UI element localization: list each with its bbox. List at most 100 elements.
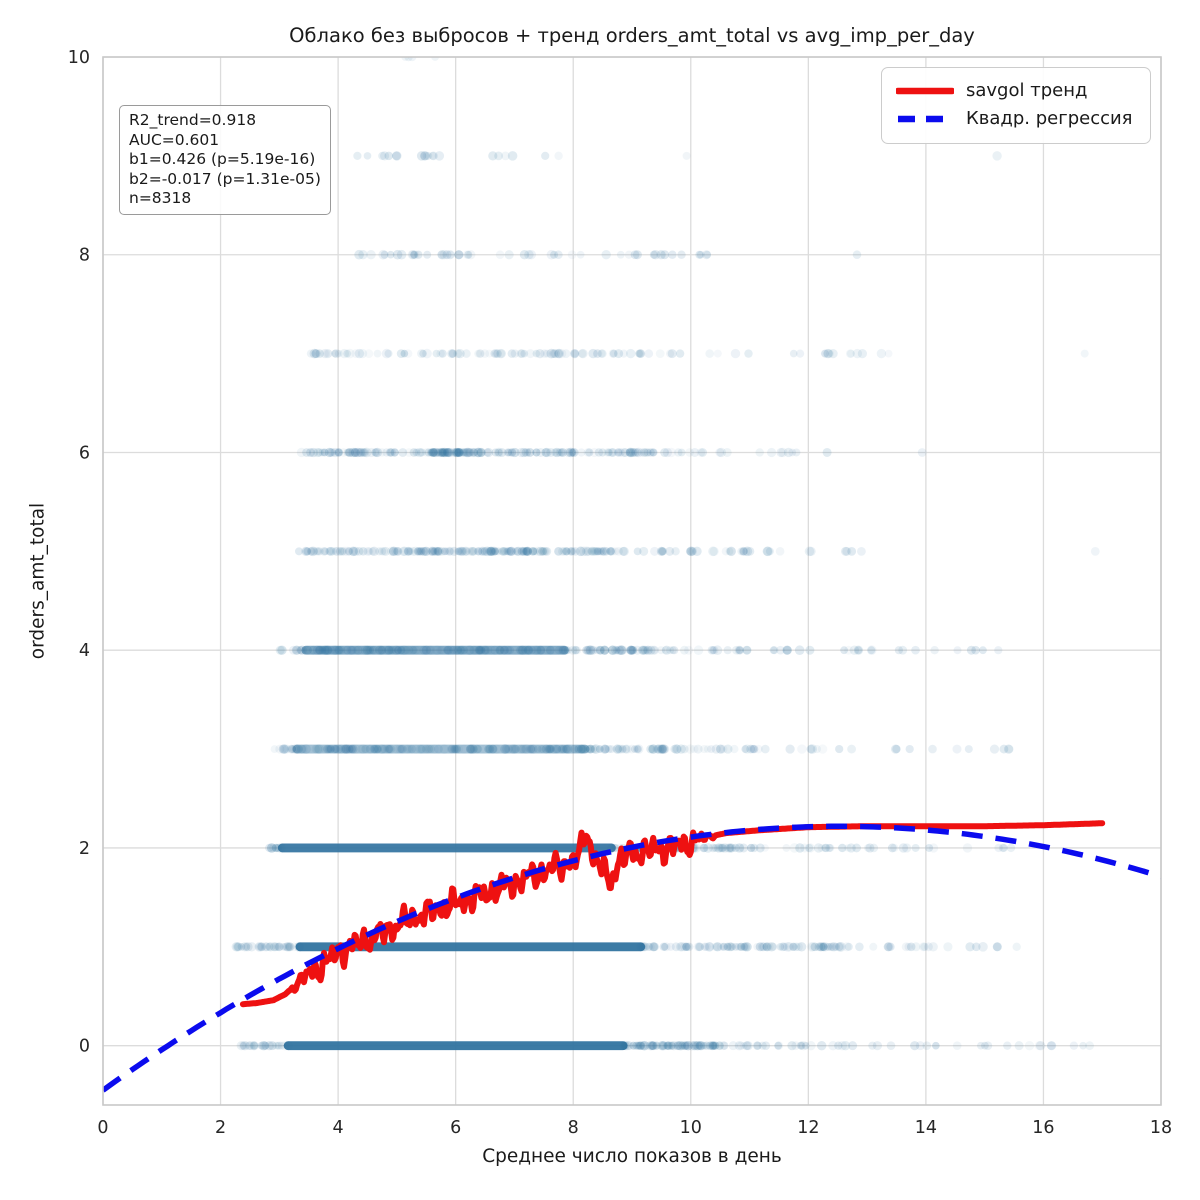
scatter-point	[585, 448, 594, 457]
scatter-point	[715, 1041, 724, 1051]
scatter-point	[404, 57, 413, 62]
plot-border	[102, 56, 1162, 1106]
scatter-point	[326, 744, 335, 754]
scatter-point	[433, 448, 442, 457]
scatter-point	[561, 547, 571, 556]
scatter-point	[837, 843, 847, 853]
scatter-point	[419, 645, 429, 655]
scatter-point	[438, 448, 447, 457]
scatter-point	[608, 349, 618, 359]
scatter-point	[775, 547, 785, 556]
scatter-point	[332, 645, 342, 655]
scatter-point	[707, 745, 716, 754]
scatter-point	[489, 744, 498, 754]
scatter-point	[504, 547, 514, 556]
scatter-point	[372, 447, 383, 458]
scatter-point	[429, 547, 438, 556]
scatter-point	[247, 942, 257, 952]
scatter-point	[791, 1041, 801, 1051]
scatter-point	[265, 942, 276, 952]
scatter-point	[953, 646, 962, 655]
scatter-point	[505, 547, 515, 556]
scatter-point	[359, 448, 369, 457]
scatter-point	[427, 448, 435, 457]
scatter-point	[465, 645, 475, 655]
scatter-point	[525, 745, 533, 753]
scatter-point	[656, 249, 666, 260]
scatter-point	[848, 1041, 858, 1051]
scatter-point	[719, 943, 728, 951]
scatter-point	[320, 645, 330, 655]
scatter-point	[857, 349, 868, 359]
scatter-point	[740, 942, 748, 951]
scatter-point	[522, 546, 532, 557]
scatter-point	[575, 546, 586, 557]
scatter-point	[550, 250, 559, 259]
scatter-point	[932, 1041, 940, 1050]
scatter-point	[798, 1040, 809, 1051]
scatter-point	[602, 547, 611, 556]
scatter-point	[478, 547, 487, 556]
scatter-point	[465, 547, 475, 556]
scatter-point	[643, 645, 653, 655]
scatter-point	[380, 250, 389, 259]
scatter-point	[726, 843, 735, 852]
scatter-point	[323, 744, 333, 754]
scatter-point	[658, 547, 667, 556]
scatter-point	[308, 447, 319, 458]
scatter-point	[645, 1040, 656, 1051]
scatter-point	[852, 348, 862, 359]
scatter-point	[484, 547, 494, 556]
scatter-point	[528, 646, 537, 655]
scatter-point	[735, 843, 744, 853]
scatter-point	[400, 546, 410, 557]
scatter-point	[348, 645, 357, 655]
scatter-point	[854, 646, 863, 655]
scatter-point	[421, 744, 431, 754]
scatter-point	[655, 349, 665, 359]
scatter-point	[659, 942, 668, 952]
scatter-point	[616, 645, 626, 656]
scatter-point	[702, 942, 711, 951]
scatter-point	[407, 250, 417, 260]
scatter-point	[474, 547, 483, 556]
scatter-point	[439, 448, 448, 457]
scatter-point	[335, 547, 345, 556]
scatter-point	[511, 744, 521, 754]
scatter-point	[436, 448, 445, 457]
scatter-point	[318, 646, 327, 655]
scatter-point	[473, 744, 482, 754]
scatter-point	[707, 645, 717, 655]
scatter-point	[369, 645, 379, 655]
scatter-point	[657, 1040, 667, 1051]
y-tick-label: 4	[79, 641, 90, 661]
scatter-point	[552, 447, 562, 458]
scatter-point	[855, 942, 864, 952]
scatter-point	[331, 349, 341, 359]
scatter-point	[467, 744, 477, 754]
scatter-point	[769, 942, 778, 951]
scatter-point	[465, 448, 474, 457]
scatter-point	[587, 645, 597, 655]
scatter-point	[466, 744, 476, 754]
scatter-point	[736, 646, 744, 655]
scatter-point	[262, 942, 272, 952]
scatter-point	[966, 645, 976, 655]
scatter-point	[585, 645, 596, 656]
scatter-point	[886, 942, 895, 952]
scatter-point	[322, 744, 331, 754]
scatter-point	[476, 349, 485, 358]
scatter-point	[363, 152, 372, 160]
scatter-point	[410, 250, 419, 259]
scatter-point	[366, 646, 374, 655]
scatter-point	[545, 744, 555, 754]
scatter-point	[452, 448, 461, 457]
scatter-point	[487, 744, 497, 754]
scatter-point	[646, 448, 655, 457]
scatter-point	[648, 1041, 657, 1050]
scatter-point	[302, 546, 311, 556]
scatter-point	[696, 250, 705, 259]
scatter-point	[666, 349, 675, 358]
scatter-point	[943, 942, 953, 952]
scatter-point	[557, 744, 568, 754]
